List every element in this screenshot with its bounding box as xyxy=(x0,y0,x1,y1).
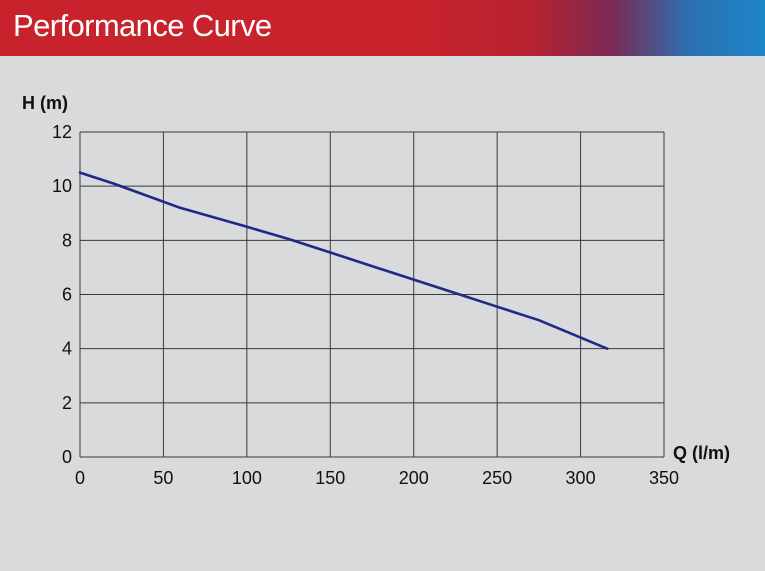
page-title: Performance Curve xyxy=(13,8,272,43)
y-tick-label: 10 xyxy=(52,176,72,196)
y-tick-labels: 0 2 4 6 8 10 12 xyxy=(52,122,72,467)
x-tick-labels: 0 50 100 150 200 250 300 350 xyxy=(75,468,679,488)
x-tick-label: 50 xyxy=(153,468,173,488)
y-tick-label: 2 xyxy=(62,393,72,413)
header-banner: Performance Curve xyxy=(0,0,765,56)
chart-grid xyxy=(79,131,665,458)
x-tick-label: 100 xyxy=(232,468,262,488)
x-tick-label: 0 xyxy=(75,468,85,488)
x-tick-label: 300 xyxy=(566,468,596,488)
y-tick-label: 8 xyxy=(62,230,72,250)
y-tick-label: 6 xyxy=(62,285,72,305)
x-tick-label: 350 xyxy=(649,468,679,488)
series-line xyxy=(78,171,609,351)
x-tick-label: 250 xyxy=(482,468,512,488)
y-tick-label: 12 xyxy=(52,122,72,142)
y-axis-title: H (m) xyxy=(22,93,68,113)
x-tick-label: 200 xyxy=(399,468,429,488)
chart-series xyxy=(78,171,609,351)
x-axis-title: Q (l/m) xyxy=(673,443,730,463)
y-tick-label: 4 xyxy=(62,339,72,359)
x-tick-label: 150 xyxy=(315,468,345,488)
y-tick-label: 0 xyxy=(62,447,72,467)
